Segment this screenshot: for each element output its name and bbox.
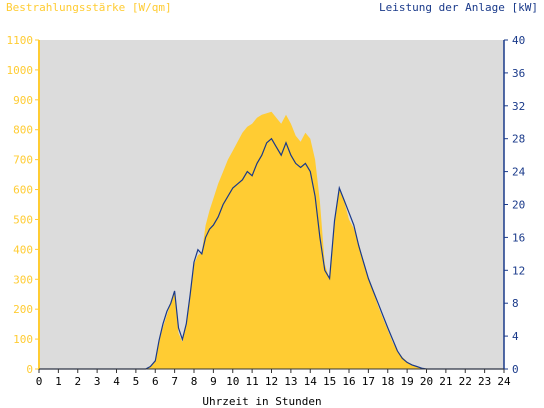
right-tick-label: 40 — [512, 34, 525, 47]
x-tick-label: 9 — [210, 375, 217, 388]
x-tick-label: 10 — [226, 375, 239, 388]
x-tick-label: 7 — [171, 375, 178, 388]
x-tick-label: 6 — [152, 375, 159, 388]
x-tick-label: 16 — [342, 375, 355, 388]
power-line — [39, 137, 504, 370]
x-tick-label: 18 — [381, 375, 394, 388]
left-axis-title: Bestrahlungsstärke [W/qm] — [6, 1, 172, 14]
left-tick-label: 800 — [13, 124, 33, 137]
x-tick-label: 8 — [191, 375, 198, 388]
right-tick-label: 32 — [512, 100, 525, 113]
x-tick-label: 12 — [265, 375, 278, 388]
x-tick-label: 4 — [113, 375, 120, 388]
x-tick-label: 1 — [55, 375, 62, 388]
x-tick-label: 22 — [459, 375, 472, 388]
right-tick-label: 36 — [512, 67, 525, 80]
left-tick-label: 1100 — [7, 34, 34, 47]
left-ticks-group: 0 100 200 300 400 500 600 700 800 900 1000 1100 — [7, 34, 39, 376]
x-tick-label: 11 — [246, 375, 259, 388]
x-tick-label: 15 — [323, 375, 336, 388]
right-tick-label: 24 — [512, 166, 526, 179]
x-ticks-group: 0 1 2 3 4 5 6 7 8 9 10 11 12 13 14 15 16 17 18 19 20 21 22 23 24 — [36, 369, 511, 388]
left-tick-label: 300 — [13, 273, 33, 286]
x-tick-label: 20 — [420, 375, 433, 388]
x-tick-label: 13 — [284, 375, 297, 388]
left-tick-label: 100 — [13, 333, 33, 346]
x-tick-label: 2 — [74, 375, 81, 388]
right-tick-label: 28 — [512, 133, 525, 146]
left-tick-label: 0 — [26, 363, 33, 376]
left-tick-label: 400 — [13, 243, 33, 256]
left-tick-label: 200 — [13, 303, 33, 316]
right-tick-label: 8 — [512, 297, 519, 310]
power-line-group — [39, 137, 504, 370]
right-tick-label: 4 — [512, 330, 519, 343]
irradiance-area-group — [39, 111, 504, 370]
x-tick-label: 5 — [133, 375, 140, 388]
left-tick-label: 500 — [13, 213, 33, 226]
left-tick-label: 600 — [13, 184, 33, 197]
x-tick-label: 24 — [497, 375, 511, 388]
x-tick-label: 23 — [478, 375, 491, 388]
right-axis-title: Leistung der Anlage [kW] — [379, 1, 538, 14]
x-axis-title: Uhrzeit in Stunden — [202, 395, 321, 408]
x-tick-label: 14 — [304, 375, 318, 388]
left-tick-label: 1000 — [7, 64, 34, 77]
x-tick-label: 19 — [401, 375, 414, 388]
x-tick-label: 21 — [439, 375, 452, 388]
x-tick-label: 3 — [94, 375, 101, 388]
x-tick-label: 0 — [36, 375, 43, 388]
irradiance-area — [39, 111, 504, 370]
left-tick-label: 900 — [13, 94, 33, 107]
right-tick-label: 12 — [512, 264, 525, 277]
right-tick-label: 16 — [512, 231, 525, 244]
x-tick-label: 17 — [362, 375, 375, 388]
right-ticks-group: 0 4 8 12 16 20 24 28 32 36 40 — [504, 34, 526, 376]
left-tick-label: 700 — [13, 154, 33, 167]
right-tick-label: 20 — [512, 199, 525, 212]
right-tick-label: 0 — [512, 363, 519, 376]
